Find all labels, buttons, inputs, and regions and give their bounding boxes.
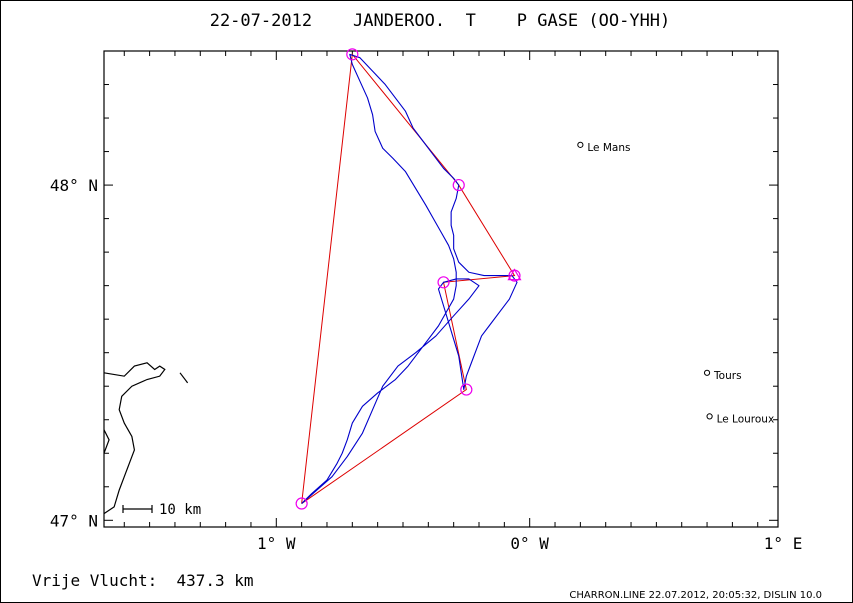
turnpoint-markers — [295, 48, 522, 510]
scale-bar: 10 km — [122, 502, 201, 518]
flight-track — [301, 53, 518, 504]
coastline-segment — [179, 372, 189, 384]
turnpoint-circle — [295, 497, 308, 510]
task-polyline — [301, 53, 516, 504]
city-marker — [706, 413, 713, 420]
axis-labels: 48° N 47° N 1° W 0° W 1° E — [50, 176, 803, 553]
city-label: Le Mans — [587, 142, 630, 154]
y-axis-label: 48° N — [50, 176, 98, 195]
city-marker — [703, 369, 711, 376]
scale-bar-label: 10 km — [159, 502, 201, 518]
turnpoint-circle — [346, 48, 359, 61]
credit-text: CHARRON.LINE 22.07.2012, 20:05:32, DISLI… — [569, 590, 822, 601]
city-markers: Le Mans Tours Le Louroux — [577, 141, 775, 425]
coastline — [103, 362, 189, 515]
start-triangle — [507, 268, 522, 281]
city-label: Le Louroux — [717, 413, 775, 425]
turnpoint-circle — [452, 178, 465, 192]
turnpoint-circle — [460, 383, 473, 396]
y-axis-label: 47° N — [50, 511, 98, 530]
track-polyline — [301, 53, 518, 504]
coastline-segment — [103, 362, 166, 515]
city-marker — [577, 141, 584, 148]
axis-ticks — [104, 50, 778, 527]
task-lines — [301, 53, 516, 504]
city-label: Tours — [713, 370, 742, 382]
x-axis-label: 1° W — [257, 534, 296, 553]
x-axis-label: 0° W — [510, 534, 549, 553]
x-axis-label: 1° E — [764, 534, 803, 553]
map-title: 22-07-2012 JANDEROO. T P GASE (OO-YHH) — [210, 11, 671, 31]
distance-text: Vrije Vlucht: 437.3 km — [32, 571, 254, 590]
coastline-segment — [103, 429, 110, 454]
turnpoint-circle — [437, 276, 450, 289]
plot-frame — [103, 50, 779, 528]
